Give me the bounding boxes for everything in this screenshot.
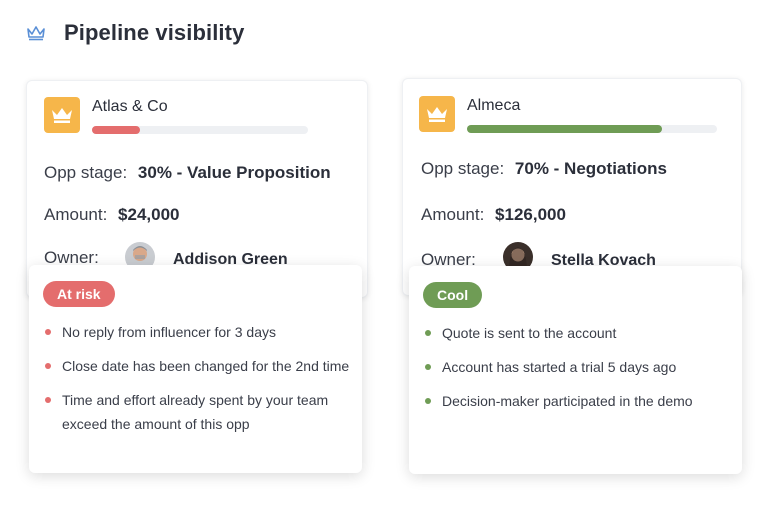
list-item-text: Decision-maker participated in the demo [442, 393, 693, 409]
progress-fill [92, 126, 140, 134]
list-item-text: Close date has been changed for the 2nd … [62, 358, 350, 374]
opp-stage-label: Opp stage: [44, 163, 128, 182]
opp-stage-value: 70% - Negotiations [514, 159, 667, 178]
owner-label: Owner: [421, 250, 476, 269]
company-row: Atlas & Co [44, 97, 308, 134]
list-item-text: No reply from influencer for 3 days [62, 324, 276, 340]
list-item: Decision-maker participated in the demo [423, 389, 730, 413]
list-item: Account has started a trial 5 days ago [423, 355, 730, 379]
opp-stage-value: 30% - Value Proposition [137, 163, 331, 182]
insights-list: Quote is sent to the account Account has… [423, 321, 730, 423]
insights-list: No reply from influencer for 3 days Clos… [43, 320, 350, 446]
list-item: Close date has been changed for the 2nd … [43, 354, 350, 378]
amount-value: $126,000 [495, 205, 566, 224]
risk-insights-popup: At risk No reply from influencer for 3 d… [29, 265, 362, 473]
crown-logo-icon [44, 97, 80, 133]
opp-stage-label: Opp stage: [421, 159, 505, 178]
list-item-text: Time and effort already spent by your te… [62, 392, 329, 432]
crown-logo-icon [419, 96, 455, 132]
amount-value: $24,000 [118, 205, 180, 224]
page-title: Pipeline visibility [64, 20, 245, 45]
bullet-dot-icon [45, 363, 51, 369]
owner-name: Stella Kovach [551, 252, 656, 269]
stage-progress-bar [92, 126, 308, 134]
amount-field: Amount: $24,000 [44, 205, 180, 225]
amount-label: Amount: [421, 205, 485, 224]
page-header: Pipeline visibility [26, 20, 244, 46]
opportunity-card-almeca[interactable]: Almeca Opp stage: 70% - Negotiations Amo… [402, 78, 742, 296]
company-name: Almeca [467, 97, 521, 114]
list-item-text: Account has started a trial 5 days ago [442, 359, 677, 375]
bullet-dot-icon [425, 330, 431, 336]
stage-progress-bar [467, 125, 717, 133]
progress-fill [467, 125, 662, 133]
status-badge: At risk [43, 281, 115, 307]
bullet-dot-icon [425, 398, 431, 404]
amount-label: Amount: [44, 205, 108, 224]
cool-insights-popup: Cool Quote is sent to the account Accoun… [409, 266, 742, 474]
owner-name: Addison Green [173, 251, 288, 268]
list-item: Time and effort already spent by your te… [43, 388, 350, 436]
opp-stage-field: Opp stage: 30% - Value Proposition [44, 163, 331, 183]
owner-field: Owner: [44, 248, 99, 268]
crown-icon [27, 26, 45, 41]
amount-field: Amount: $126,000 [421, 205, 566, 225]
status-badge: Cool [423, 282, 483, 308]
owner-field: Owner: [421, 250, 476, 270]
company-name: Atlas & Co [92, 98, 168, 115]
bullet-dot-icon [45, 397, 51, 403]
opportunity-card-atlas[interactable]: Atlas & Co Opp stage: 30% - Value Propos… [26, 80, 368, 298]
list-item: No reply from influencer for 3 days [43, 320, 350, 344]
opp-stage-field: Opp stage: 70% - Negotiations [421, 159, 667, 179]
bullet-dot-icon [45, 329, 51, 335]
list-item-text: Quote is sent to the account [442, 325, 617, 341]
owner-label: Owner: [44, 248, 99, 267]
bullet-dot-icon [425, 364, 431, 370]
list-item: Quote is sent to the account [423, 321, 730, 345]
company-row: Almeca [419, 96, 717, 133]
